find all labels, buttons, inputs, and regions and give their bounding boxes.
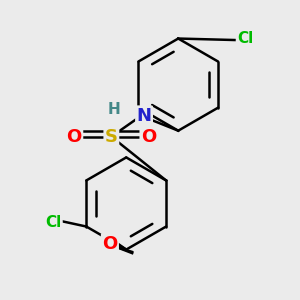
- Text: N: N: [136, 107, 152, 125]
- Text: S: S: [105, 128, 118, 146]
- Text: O: O: [102, 235, 118, 253]
- Text: O: O: [67, 128, 82, 146]
- Text: H: H: [108, 102, 121, 117]
- Text: O: O: [141, 128, 156, 146]
- Text: Cl: Cl: [45, 215, 62, 230]
- Text: Cl: Cl: [237, 31, 253, 46]
